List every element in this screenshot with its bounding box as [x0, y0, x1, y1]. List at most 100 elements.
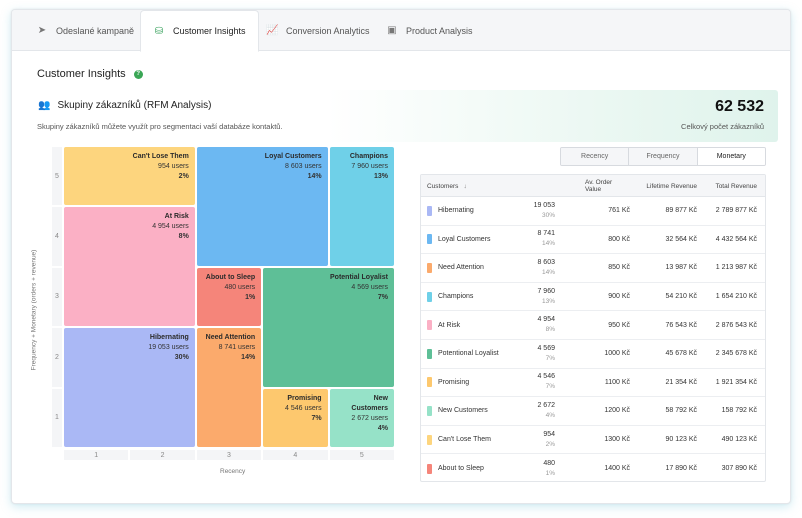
x-tick-3: 3 — [196, 450, 262, 460]
users-cell: 2 672 4% — [521, 397, 555, 425]
segment-new-customers[interactable]: New Customers 2 672 users 4% — [329, 388, 394, 447]
tab-customer-insights[interactable]: ⛁ Customer Insights — [140, 10, 259, 52]
segment-need-attention[interactable]: Need Attention 8 741 users 14% — [196, 328, 262, 447]
x-axis-title: Recency — [220, 468, 246, 475]
segment-name: Can't Lose Them — [132, 153, 189, 160]
toggle-monetary[interactable]: Monetary — [697, 148, 765, 165]
lifetime-revenue: 90 123 Kč — [665, 436, 697, 444]
segments-table: Customers ↓ Av. Order Value Lifetime Rev… — [420, 174, 766, 482]
segment-percent: 13% — [373, 173, 388, 180]
tab-label: Odeslané kampaně — [56, 25, 135, 36]
segment-color-swatch — [427, 205, 432, 216]
segment-percent: 7% — [377, 293, 388, 301]
y-tick-5: 5 — [52, 147, 62, 206]
segment-name: Hibernating — [149, 334, 189, 342]
lifetime-revenue: 32 564 Kč — [665, 235, 697, 243]
segment-users: 480 users — [224, 283, 256, 291]
segment-name: New Customers — [438, 407, 488, 415]
users-cell: 8 603 14% — [521, 254, 555, 282]
segment-potential-loyalist[interactable]: Potential Loyalist 4 569 users 7% — [263, 267, 394, 387]
table-row[interactable]: About to Sleep 480 1% 1400 Kč 17 890 Kč 307 8… — [421, 454, 765, 481]
avg-order-value: 800 Kč — [608, 235, 630, 243]
table-row[interactable]: Hibernating 19 053 30% 761 Kč 89 877 Kč 2 789… — [421, 197, 765, 226]
users-cell: 19 053 30% — [521, 197, 555, 225]
table-row[interactable]: Loyal Customers 8 741 14% 800 Kč 32 564 Kč 4 … — [421, 226, 765, 255]
segment-percent: 8% — [178, 233, 189, 241]
segment-can-t-lose-them[interactable]: Can't Lose Them 954 users 2% — [64, 147, 195, 206]
segment-percent: 14% — [307, 173, 322, 180]
table-row[interactable]: Promising 4 546 7% 1100 Kč 21 354 Kč 1 921 35… — [421, 369, 765, 398]
total-revenue-column-header[interactable]: Total Revenue — [715, 182, 757, 190]
segment-promising[interactable]: Promising 4 546 users 7% — [263, 388, 328, 447]
segment-users: 4 569 users — [351, 283, 388, 291]
tab-conversion-analytics[interactable]: 📈 Conversion Analytics — [254, 10, 382, 51]
segment-name: Need Attention — [205, 334, 256, 342]
segment-cell: Need Attention — [427, 254, 484, 282]
total-revenue: 490 123 Kč — [721, 436, 757, 444]
segment-cell: About to Sleep — [427, 454, 484, 481]
toggle-frequency[interactable]: Frequency — [629, 148, 698, 165]
y-tick-1: 1 — [52, 388, 62, 447]
segment-hibernating[interactable]: Hibernating 19 053 users 30% — [64, 328, 195, 447]
avg-order-value: 950 Kč — [608, 321, 630, 329]
user-count: 2 672 — [537, 401, 555, 409]
segment-name: At Risk — [164, 213, 189, 221]
y-tick-4: 4 — [52, 207, 62, 266]
total-revenue: 4 432 564 Kč — [715, 235, 757, 243]
table-row[interactable]: Can't Lose Them 954 2% 1300 Kč 90 123 Kč 490 … — [421, 426, 765, 455]
x-tick-1: 1 — [64, 450, 129, 460]
segment-cell: Champions — [427, 283, 473, 311]
customers-header-label: Customers — [427, 182, 459, 190]
paper-plane-icon: ➤ — [37, 25, 47, 36]
segment-name: Potential Loyalist — [330, 273, 388, 281]
line-chart-icon: 📈 — [266, 25, 279, 36]
user-count: 4 954 — [537, 316, 555, 324]
user-percent: 4% — [545, 411, 555, 419]
segment-color-swatch — [427, 405, 432, 416]
table-body: Hibernating 19 053 30% 761 Kč 89 877 Kč 2 789… — [421, 197, 765, 481]
tab-label: Conversion Analytics — [286, 25, 370, 36]
segment-cell: Hibernating — [427, 197, 474, 225]
tab-odeslan-kampan-[interactable]: ➤ Odeslané kampaně — [24, 10, 146, 51]
total-customers-value: 62 532 — [715, 98, 764, 115]
segment-at-risk[interactable]: At Risk 4 954 users 8% — [64, 207, 195, 327]
segment-name: Loyal Customers — [438, 235, 491, 243]
tab-product-analysis[interactable]: ▣ Product Analysis — [374, 10, 485, 51]
metric-toggle-group: Recency Frequency Monetary — [560, 147, 766, 166]
segment-about-to-sleep[interactable]: About to Sleep 480 users 1% — [196, 267, 262, 327]
table-row[interactable]: Potentional Loyalist 4 569 7% 1000 Kč 45 678… — [421, 340, 765, 369]
segment-loyal-customers[interactable]: Loyal Customers 8 603 users 14% — [196, 147, 328, 266]
segment-users: 8 741 users — [218, 344, 256, 352]
segment-cell: New Customers — [427, 397, 488, 425]
user-percent: 7% — [545, 354, 555, 362]
segment-champions[interactable]: Champions 7 960 users 13% — [329, 147, 394, 266]
users-cell: 8 741 14% — [521, 226, 555, 254]
avg-order-column-header[interactable]: Av. Order Value — [585, 179, 613, 193]
total-revenue: 1 654 210 Kč — [715, 293, 757, 301]
table-row[interactable]: New Customers 2 672 4% 1200 Kč 58 792 Kč 158 … — [421, 397, 765, 426]
table-row[interactable]: Champions 7 960 13% 900 Kč 54 210 Kč 1 654 21… — [421, 283, 765, 312]
y-axis-title: Frequency + Monetary (orders + revenue) — [30, 249, 38, 371]
help-icon[interactable]: ? — [133, 69, 143, 79]
user-count: 4 546 — [537, 373, 555, 381]
toggle-recency[interactable]: Recency — [561, 148, 630, 165]
lifetime-revenue: 17 890 Kč — [665, 465, 697, 473]
tab-label: Customer Insights — [173, 26, 246, 36]
segment-name: Promising — [287, 394, 322, 402]
lifetime-revenue: 89 877 Kč — [665, 207, 697, 215]
total-revenue: 158 792 Kč — [721, 407, 757, 415]
avg-order-value: 900 Kč — [608, 293, 630, 301]
user-percent: 13% — [541, 297, 555, 305]
lifetime-revenue-column-header[interactable]: Lifetime Revenue — [646, 182, 697, 190]
lifetime-revenue: 45 678 Kč — [665, 350, 697, 358]
table-row[interactable]: Need Attention 8 603 14% 850 Kč 13 987 Kč 1 2… — [421, 254, 765, 283]
segment-name: At Risk — [438, 321, 461, 329]
table-row[interactable]: At Risk 4 954 8% 950 Kč 76 543 Kč 2 876 543 K… — [421, 311, 765, 340]
users-cell: 4 954 8% — [521, 311, 555, 339]
segment-cell: Promising — [427, 369, 469, 397]
segment-color-swatch — [427, 234, 432, 245]
user-percent: 8% — [545, 326, 555, 334]
segment-percent: 30% — [174, 354, 189, 362]
user-percent: 14% — [541, 240, 555, 248]
customers-column-header[interactable]: Customers ↓ — [427, 175, 467, 197]
